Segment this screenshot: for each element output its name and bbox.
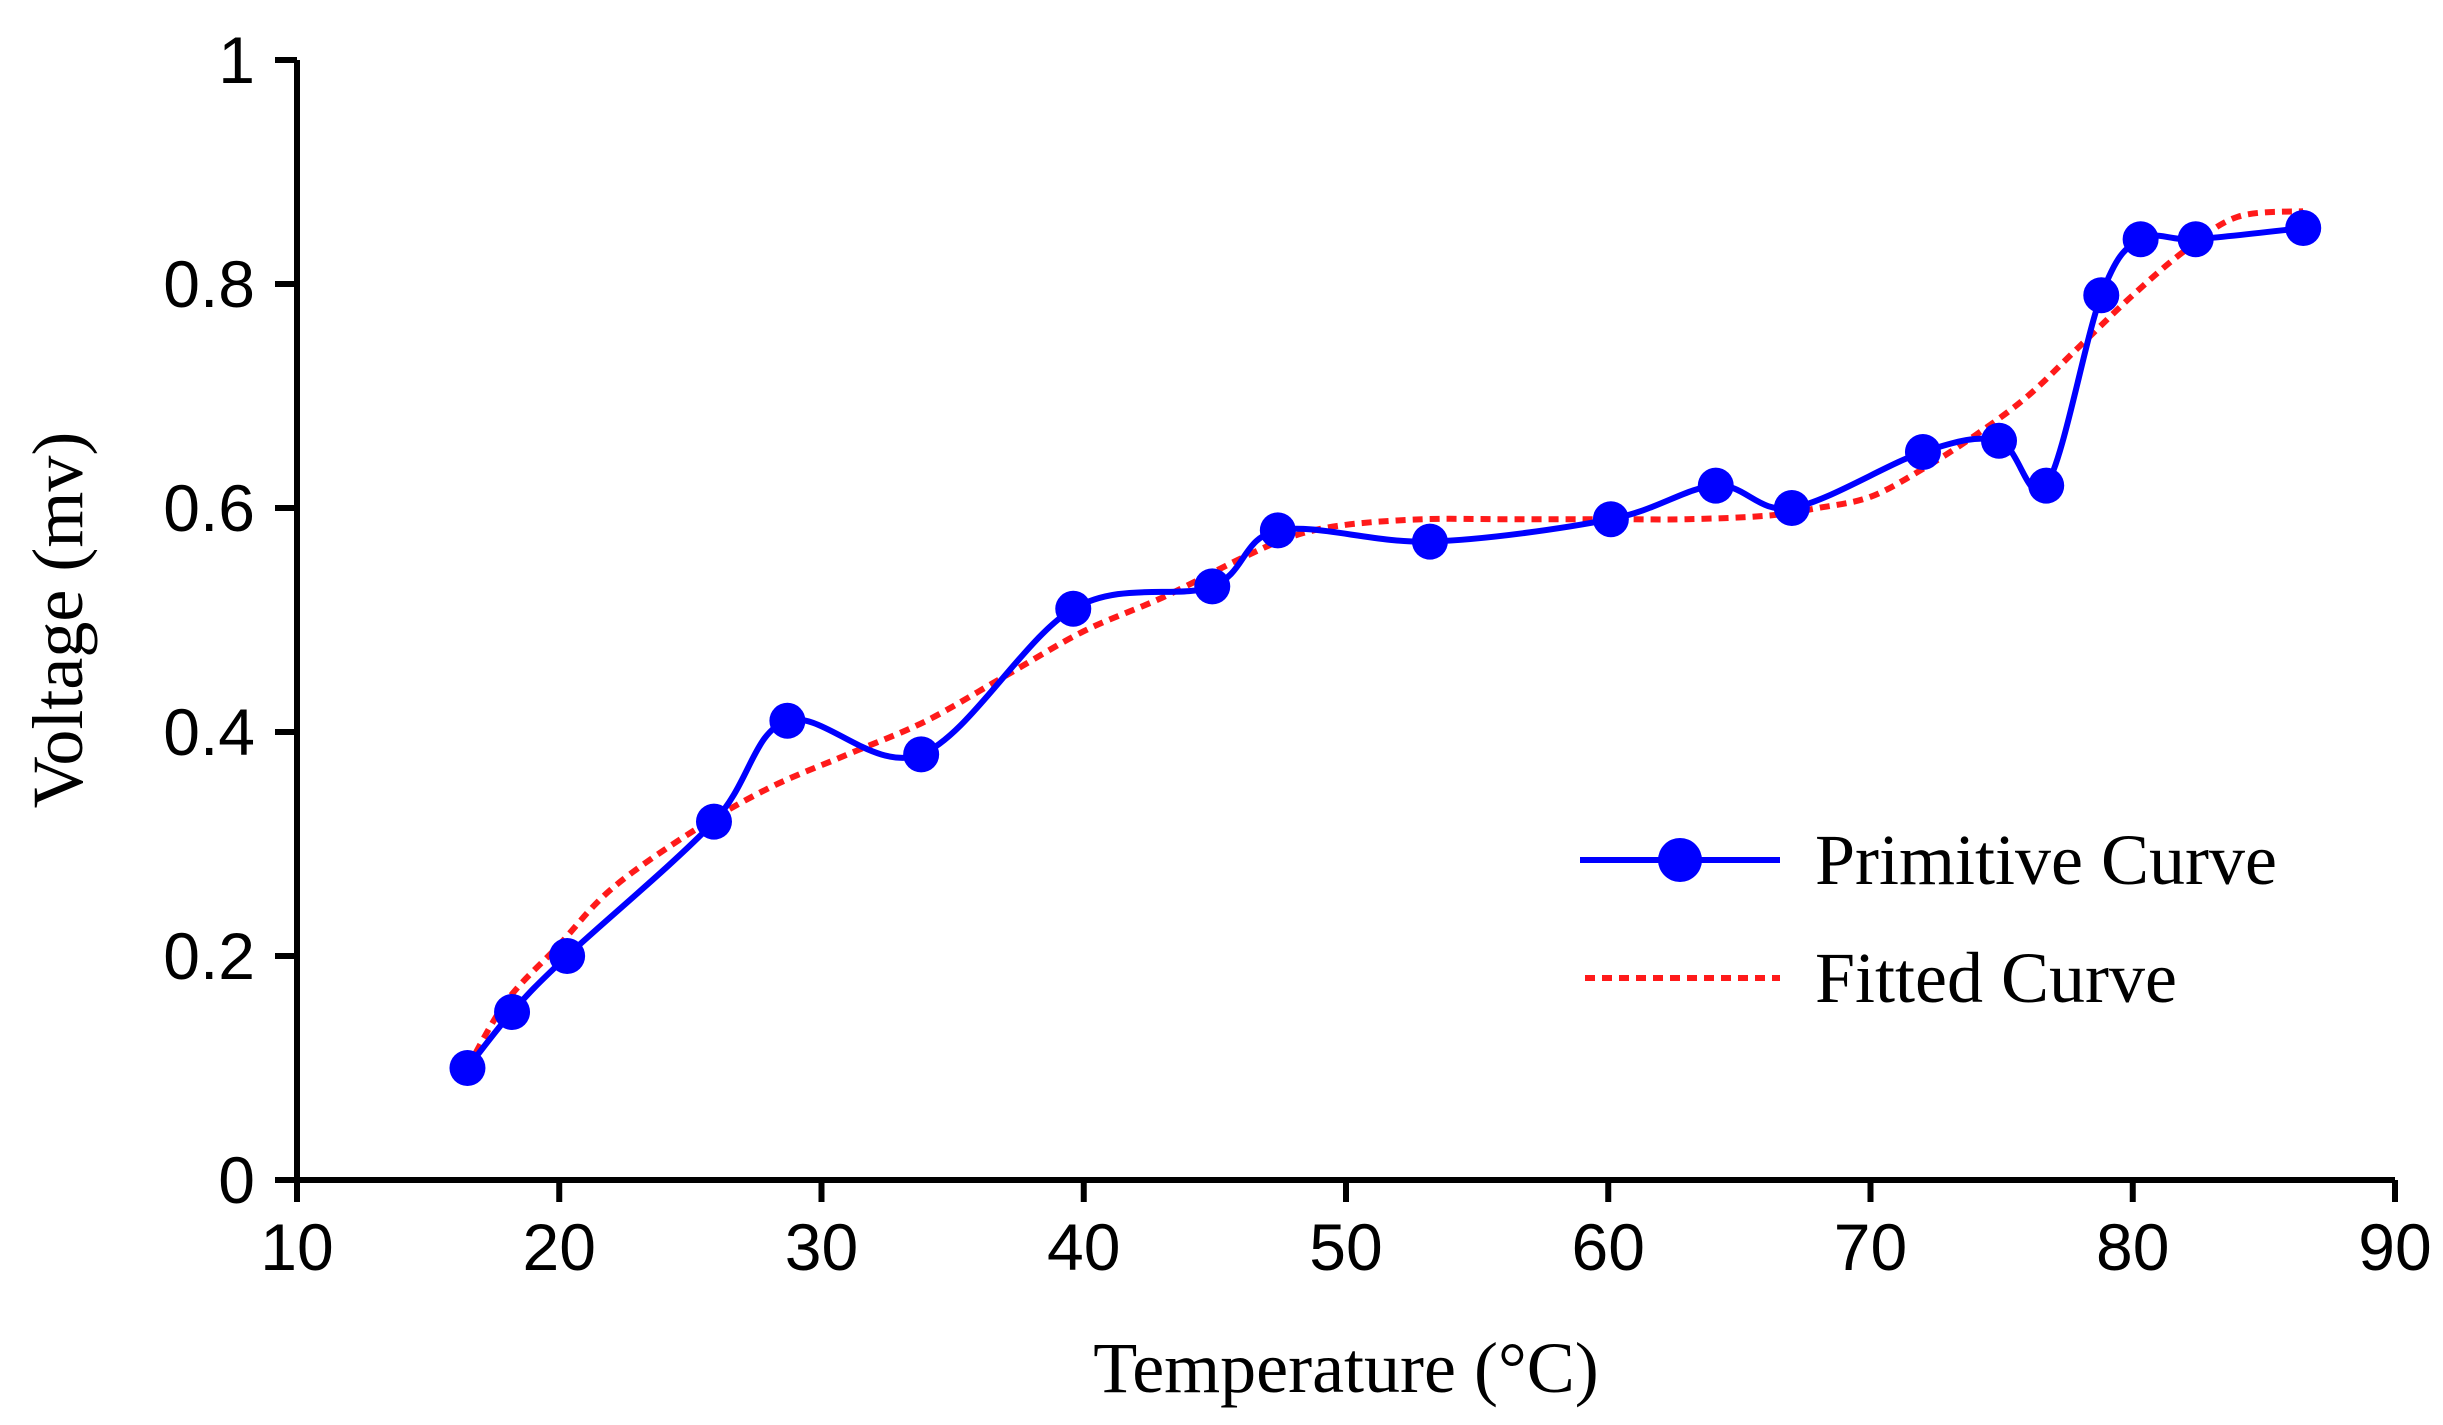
legend-primitive-marker <box>1658 838 1702 882</box>
y-tick-label: 0.6 <box>163 471 255 545</box>
x-tick-label: 30 <box>785 1210 858 1284</box>
legend-primitive-label: Primitive Curve <box>1815 820 2277 900</box>
data-point <box>1697 467 1734 504</box>
data-point <box>1981 422 2018 459</box>
y-tick-label: 0.8 <box>163 247 255 321</box>
y-axis-title: Voltage (mv) <box>18 432 98 809</box>
data-point <box>1055 590 1092 627</box>
series-line-fitted <box>464 208 2304 1070</box>
x-tick-label: 40 <box>1047 1210 1120 1284</box>
x-tick-label: 70 <box>1834 1210 1907 1284</box>
data-point <box>1259 512 1296 549</box>
x-tick-label: 90 <box>2358 1210 2431 1284</box>
data-point <box>2083 277 2120 314</box>
data-point <box>1773 490 1810 526</box>
y-tick-label: 0 <box>218 1143 255 1217</box>
data-point <box>2285 210 2322 246</box>
data-point <box>769 702 806 739</box>
x-tick-label: 10 <box>260 1210 333 1284</box>
y-tick-label: 0.4 <box>163 695 255 769</box>
x-tick-label: 60 <box>1572 1210 1645 1284</box>
data-point <box>1194 568 1231 605</box>
data-point <box>2028 467 2065 504</box>
data-point <box>903 736 940 773</box>
data-point <box>2122 221 2159 258</box>
y-tick-label: 1 <box>218 23 255 97</box>
data-point <box>2177 221 2214 258</box>
data-point <box>549 938 586 974</box>
x-axis-title: Temperature (°C) <box>1093 1328 1599 1408</box>
x-tick-label: 50 <box>1309 1210 1382 1284</box>
data-point <box>1411 523 1448 560</box>
data-point <box>695 803 732 840</box>
legend-fitted-label: Fitted Curve <box>1815 938 2177 1018</box>
data-point <box>1592 501 1629 538</box>
legend: Primitive Curve Fitted Curve <box>1580 820 2277 1018</box>
data-point <box>449 1050 486 1086</box>
x-tick-label: 80 <box>2096 1210 2169 1284</box>
data-point <box>1904 434 1941 470</box>
x-tick-label: 20 <box>523 1210 596 1284</box>
data-point <box>494 994 531 1030</box>
y-tick-label: 0.2 <box>163 919 255 993</box>
